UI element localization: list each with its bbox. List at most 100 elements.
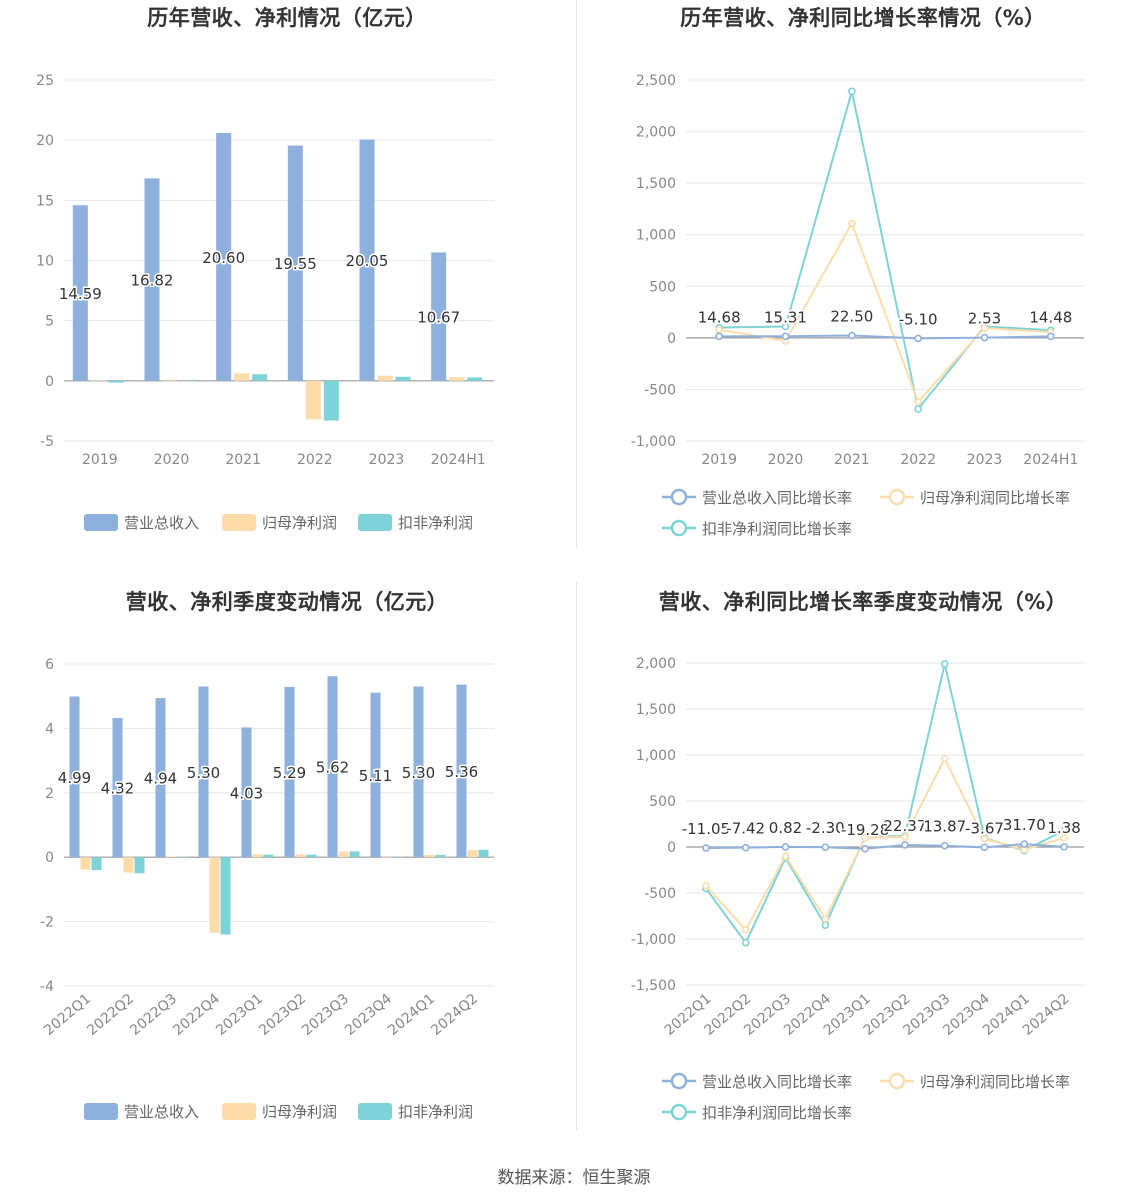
bar: [162, 380, 178, 382]
quarterly-growth-chart-panel: 营收、净利同比增长率季度变动情况（%） -1,500 -1,000 -500 0 500…: [576, 584, 1148, 1164]
data-point: [980, 843, 989, 852]
y-tick-label: 20: [36, 133, 54, 149]
bar: [349, 851, 360, 858]
data-point: [1060, 826, 1068, 835]
data-label: 4.03: [230, 784, 263, 802]
data-point: [741, 843, 750, 852]
bar: [69, 696, 80, 858]
y-tick-label: 10: [36, 254, 54, 270]
data-label: 20.05: [346, 252, 389, 270]
bar: [234, 373, 250, 381]
data-source-footer: 数据来源：恒生聚源: [497, 1168, 651, 1188]
bar: [370, 692, 381, 858]
legend-label: 营业总收入: [124, 514, 199, 532]
x-tick-label: 2022Q3: [127, 991, 180, 1039]
y-tick-label: -1,000: [631, 434, 676, 450]
bar: [431, 252, 447, 381]
bar: [467, 377, 483, 381]
y-tick-label: 25: [36, 73, 54, 89]
data-point: [848, 219, 856, 228]
bar: [252, 374, 268, 381]
series-line: [718, 221, 1051, 404]
data-point: [741, 925, 750, 934]
series-line: [705, 843, 1065, 850]
x-tick-label: 2023: [369, 452, 405, 468]
bar: [252, 854, 263, 858]
data-point: [1060, 834, 1068, 842]
bar: [108, 380, 124, 383]
data-point: [781, 852, 790, 861]
bar: [209, 857, 220, 933]
annual-chart-panel: 历年营收、净利情况（亿元） -5 0 5 10 15 20 25 2019 2020 2021 20…: [0, 0, 574, 580]
data-point: [861, 844, 869, 853]
annual-bar-chart: -5 0 5 10 15 20 25 2019 2020 2021 2022 2023 2024H1 14…: [36, 73, 494, 532]
bar: [359, 139, 375, 381]
bar: [91, 857, 102, 871]
y-tick-label: 500: [649, 279, 676, 295]
x-tick-label: 2022: [900, 452, 936, 468]
bar: [155, 698, 166, 858]
y-tick-label: -4: [40, 979, 54, 995]
data-point: [1020, 840, 1029, 848]
x-tick-label: 2022: [297, 452, 333, 468]
x-tick-label: 2023: [967, 452, 1003, 468]
legend-label: 营业总收入同比增长率: [702, 489, 852, 507]
x-tick-label: 2023Q4: [342, 991, 395, 1039]
legend-swatch: [222, 514, 256, 531]
y-tick-label: -1,000: [631, 932, 676, 948]
legend-label: 扣非净利润: [398, 514, 473, 532]
legend-swatch-marker: [670, 488, 688, 506]
data-label: 19.55: [274, 255, 317, 273]
data-point: [940, 660, 949, 668]
annual-growth-line-chart: -1,000 -500 0 500 1,000 1,500 2,000 2,500 2019 20…: [631, 73, 1084, 538]
y-tick-label: 6: [45, 657, 54, 673]
y-tick-label: 2,500: [636, 73, 676, 89]
bar: [287, 145, 303, 381]
bar: [263, 854, 274, 858]
data-point: [914, 405, 922, 413]
x-tick-label: 2023Q3: [299, 991, 352, 1039]
x-tick-label: 2023Q2: [256, 991, 309, 1039]
legend-label: 归母净利润同比增长率: [920, 489, 1070, 507]
data-point: [715, 325, 723, 334]
x-tick-label: 2024H1: [431, 452, 486, 468]
data-label: -11.05: [682, 820, 730, 838]
data-point: [940, 841, 949, 850]
legend-swatch: [222, 1103, 256, 1120]
quarterly-chart-title: 营收、净利季度变动情况（亿元）: [125, 590, 449, 614]
legend-label: 归母净利润: [262, 1103, 337, 1121]
data-label: 5.62: [316, 759, 349, 777]
y-tick-label: 0: [45, 850, 54, 866]
data-label: -7.42: [726, 820, 765, 838]
bar: [216, 132, 232, 381]
bar: [80, 857, 91, 870]
x-tick-label: 2024Q1: [385, 991, 438, 1039]
annual-growth-chart-title: 历年营收、净利同比增长率情况（%）: [680, 6, 1046, 30]
legend-swatch-marker: [670, 519, 688, 537]
series-line: [705, 663, 1065, 945]
data-point: [741, 938, 750, 947]
data-point: [901, 833, 909, 841]
bar: [377, 375, 393, 381]
data-point: [914, 398, 922, 406]
quarterly-growth-line-chart: -1,500-1,000-50005001,0001,5002,0002022Q…: [631, 656, 1084, 1122]
data-point: [1047, 332, 1055, 341]
data-label: 4.32: [101, 780, 134, 798]
data-point: [1060, 843, 1068, 851]
series-line: [719, 334, 1051, 340]
data-label: 4.99: [58, 769, 91, 787]
x-tick-label: 2019: [82, 452, 118, 468]
data-point: [914, 334, 922, 343]
data-label: 5.29: [273, 764, 306, 782]
data-label: 13.87: [923, 818, 966, 836]
y-tick-label: -1,500: [631, 978, 676, 994]
data-label: 16.82: [131, 272, 174, 290]
bar: [327, 676, 338, 858]
data-point: [821, 914, 830, 923]
y-tick-label: 1,000: [636, 748, 676, 764]
data-point: [940, 754, 949, 763]
y-tick-label: -500: [644, 886, 676, 902]
y-tick-label: 0: [45, 374, 54, 390]
data-label: 10.67: [417, 309, 460, 327]
data-label: 14.68: [698, 308, 741, 326]
